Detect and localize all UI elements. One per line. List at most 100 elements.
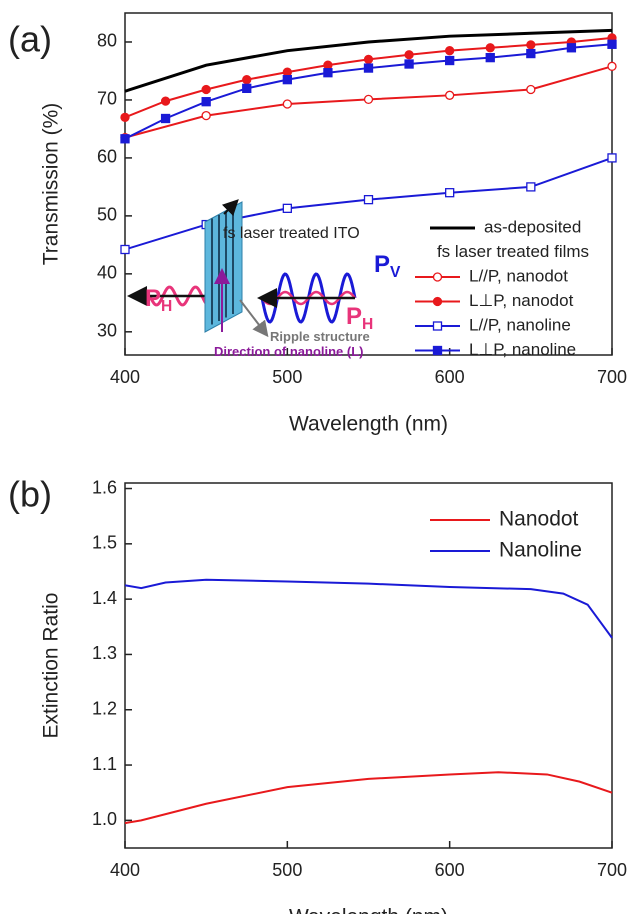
series-line: [124, 28, 613, 93]
x-tick-label: 600: [435, 367, 465, 387]
marker: [201, 97, 211, 107]
legend-marker: [432, 345, 443, 356]
y-tick-label: 1.6: [92, 477, 117, 497]
annotation: fs laser treated ITO: [223, 225, 360, 242]
annotation: Direction of nanoline (L): [214, 344, 364, 359]
y-axis-label: Extinction Ratio: [40, 593, 63, 739]
legend-label: as-deposited: [484, 217, 581, 236]
marker: [404, 50, 414, 60]
y-tick-label: 1.4: [92, 588, 117, 608]
y-tick-label: 1.0: [92, 809, 117, 829]
annotation: Ripple structure: [270, 329, 370, 344]
marker: [160, 96, 171, 106]
marker: [160, 113, 171, 124]
x-tick-label: 500: [272, 860, 302, 880]
y-tick-label: 40: [97, 263, 117, 283]
x-tick-label: 700: [597, 860, 627, 880]
plot-frame: [124, 482, 613, 849]
y-tick-label: 60: [97, 147, 117, 167]
marker: [445, 55, 455, 66]
marker: [566, 43, 577, 53]
inset-schematic: [127, 199, 357, 338]
marker: [445, 46, 455, 56]
arrow: [221, 199, 239, 217]
x-tick-label: 500: [272, 367, 302, 387]
legend-subtitle: fs laser treated films: [437, 242, 589, 261]
marker: [363, 195, 374, 205]
annotation-text: Ripple structure: [270, 329, 370, 344]
marker: [363, 63, 374, 73]
marker: [526, 182, 536, 192]
marker: [607, 61, 617, 71]
y-tick-label: 1.3: [92, 643, 117, 663]
series-line: [124, 578, 613, 639]
marker: [363, 94, 374, 105]
annotation-subscript: H: [161, 298, 172, 315]
y-axis-label: Transmission (%): [40, 103, 63, 266]
marker: [445, 188, 455, 198]
ito-plate: [204, 201, 243, 333]
x-axis-label: Wavelength (nm): [289, 906, 448, 914]
legend-label: L//P, nanodot: [469, 266, 568, 285]
marker: [120, 134, 130, 144]
marker: [201, 84, 211, 95]
marker: [323, 60, 333, 70]
marker: [526, 40, 536, 50]
y-tick-label: 1.5: [92, 533, 117, 553]
annotation: PH: [346, 303, 373, 333]
legend-marker: [432, 321, 443, 331]
y-tick-label: 1.2: [92, 698, 117, 718]
annotation-subscript: V: [390, 264, 401, 281]
marker: [323, 68, 333, 78]
legend-label: L⊥P, nanoline: [469, 340, 576, 359]
marker: [282, 67, 292, 77]
marker: [607, 153, 617, 163]
marker: [526, 48, 536, 59]
marker: [120, 244, 130, 255]
x-tick-label: 600: [435, 860, 465, 880]
x-tick-label: 400: [110, 860, 140, 880]
y-tick-label: 1.1: [92, 754, 117, 774]
annotation-subscript: H: [362, 316, 373, 333]
arrow: [239, 299, 269, 338]
marker: [363, 54, 374, 65]
plot-frame: [124, 12, 613, 356]
panel-label: (a): [8, 19, 52, 60]
annotation-text: P: [346, 303, 362, 330]
annotation-text: Direction of nanoline (L): [214, 344, 364, 359]
marker: [242, 83, 252, 94]
marker: [282, 203, 292, 213]
y-tick-label: 70: [97, 89, 117, 109]
annotation-text: P: [374, 251, 390, 278]
marker: [445, 90, 455, 100]
annotation-text: fs laser treated ITO: [223, 225, 360, 242]
marker: [607, 39, 617, 49]
x-axis-label: Wavelength (nm): [289, 413, 448, 436]
legend-label: Nanoline: [499, 539, 582, 562]
marker: [404, 59, 414, 69]
legend-marker: [432, 272, 443, 282]
y-tick-label: 50: [97, 205, 117, 225]
x-tick-label: 700: [597, 367, 627, 387]
legend-label: Nanodot: [499, 508, 579, 531]
x-tick-label: 400: [110, 367, 140, 387]
y-tick-label: 80: [97, 31, 117, 51]
annotation: PV: [374, 251, 401, 281]
marker: [242, 75, 252, 85]
panel-label: (b): [8, 474, 52, 515]
marker: [201, 110, 211, 121]
legend-label: L//P, nanoline: [469, 315, 571, 334]
series-line: [124, 771, 613, 825]
marker: [485, 52, 495, 63]
marker: [282, 75, 292, 85]
y-tick-label: 30: [97, 321, 117, 341]
marker: [526, 84, 536, 95]
annotation-text: P: [145, 285, 161, 312]
marker: [282, 99, 292, 109]
annotation: PH: [145, 285, 172, 315]
legend-marker: [432, 296, 443, 307]
marker: [485, 43, 495, 53]
legend-label: L⊥P, nanodot: [469, 291, 574, 310]
marker: [120, 112, 130, 122]
